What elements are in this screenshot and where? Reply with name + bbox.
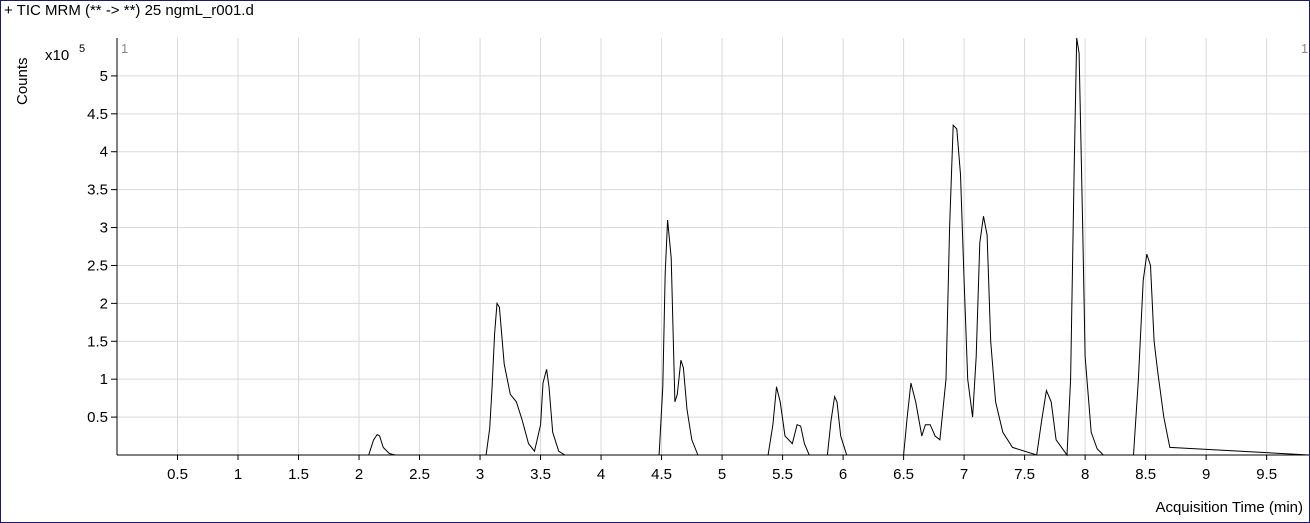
x-tick-label: 8 bbox=[1081, 466, 1089, 483]
y-axis-title: Counts bbox=[14, 57, 31, 105]
tick-layer: 0.5 1 1.5 2 2.5 3 3.5 4 4.5 5 5.5 6 6.5 7 7.5 8 8.5 9 9.5 0… bbox=[87, 68, 1277, 483]
x-tick-label: 5.5 bbox=[772, 466, 793, 483]
x-tick-label: 1 bbox=[234, 466, 242, 483]
x-tick-label: 6 bbox=[839, 466, 847, 483]
segment-label-right: 1 bbox=[1301, 41, 1308, 56]
x-tick-label: 3.5 bbox=[530, 466, 551, 483]
segment-label-left: 1 bbox=[121, 41, 128, 56]
x-tick-label: 1.5 bbox=[288, 466, 309, 483]
grid-layer bbox=[117, 38, 1309, 455]
x-tick-label: 7.5 bbox=[1014, 466, 1035, 483]
tic-trace-line bbox=[117, 37, 1309, 457]
y-tick-label: 4.5 bbox=[87, 106, 108, 123]
y-tick-label: 4 bbox=[100, 144, 108, 161]
x-tick-label: 4.5 bbox=[651, 466, 672, 483]
x-tick-label: 7 bbox=[960, 466, 968, 483]
x-tick-label: 5 bbox=[718, 466, 726, 483]
x-tick-label: 4 bbox=[597, 466, 605, 483]
y-tick-label: 2 bbox=[100, 295, 108, 312]
y-tick-label: 0.5 bbox=[87, 409, 108, 426]
x-tick-label: 8.5 bbox=[1135, 466, 1156, 483]
x-tick-label: 6.5 bbox=[893, 466, 914, 483]
y-tick-label: 3 bbox=[100, 220, 108, 237]
y-tick-label: 1.5 bbox=[87, 333, 108, 350]
y-tick-label: 1 bbox=[100, 371, 108, 388]
y-tick-label: 5 bbox=[100, 68, 108, 85]
x-tick-label: 9 bbox=[1202, 466, 1210, 483]
x-axis-title: Acquisition Time (min) bbox=[1155, 499, 1303, 516]
chart-title: + TIC MRM (** -> **) 25 ngmL_r001.d bbox=[4, 2, 254, 19]
x-tick-label: 2.5 bbox=[409, 466, 430, 483]
x-tick-label: 9.5 bbox=[1256, 466, 1277, 483]
y-exponent-label: 5 bbox=[79, 43, 85, 55]
x-tick-label: 2 bbox=[355, 466, 363, 483]
x-tick-label: 0.5 bbox=[167, 466, 188, 483]
x-tick-label: 3 bbox=[476, 466, 484, 483]
y-multiplier-label: x10 bbox=[45, 47, 69, 64]
y-tick-label: 2.5 bbox=[87, 257, 108, 274]
y-tick-label: 3.5 bbox=[87, 182, 108, 199]
